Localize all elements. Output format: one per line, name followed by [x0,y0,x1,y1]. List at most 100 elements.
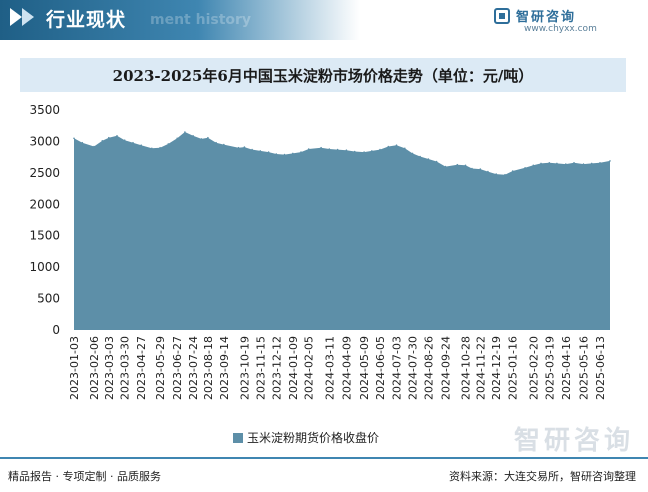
data-point [283,153,286,156]
y-tick-label: 3500 [29,103,60,117]
data-point [259,150,262,152]
data-point [353,150,356,153]
footer-source: 资料来源：大连交易所，智研咨询整理 [449,470,636,483]
x-tick-label: 2024-10-28 [460,336,473,400]
header-ghost-text: ment history [150,12,252,28]
data-point [590,162,593,165]
data-point [300,151,302,153]
data-point [243,146,246,148]
data-point [427,158,430,160]
data-point [464,164,467,167]
data-point [411,152,414,155]
x-tick-label: 2023-09-14 [218,336,231,400]
x-axis: 2023-01-03 2023-02-06 2023-03-03 2023-03-30… [68,336,607,400]
data-point [132,141,134,144]
data-point [237,146,240,149]
chart-title: 2023-2025年6月中国玉米淀粉市场价格走势（单位：元/吨） [112,67,534,85]
data-point [167,143,170,145]
x-tick-label: 2023-11-15 [254,336,267,400]
y-tick-label: 3000 [29,134,60,148]
x-tick-label: 2023-02-06 [88,336,101,400]
series-area [74,132,610,330]
plot-area [73,131,611,330]
data-point [404,147,406,150]
x-tick-label: 2024-11-22 [474,336,487,400]
x-tick-label: 2023-05-29 [154,336,167,400]
data-point [487,170,489,173]
x-tick-label: 2025-04-16 [560,336,573,400]
data-point [599,162,601,164]
header-band: 行业现状 ment history 智研咨询 www.chyxx.com [0,0,648,40]
x-tick-label: 2024-03-11 [323,336,336,400]
x-tick-label: 2023-04-27 [135,336,148,400]
x-tick-label: 2024-08-26 [422,336,435,400]
data-point [524,167,526,169]
brand-logo: 智研咨询 www.chyxx.com [494,6,634,38]
y-tick-label: 2500 [29,166,60,180]
x-tick-label: 2024-07-30 [407,336,420,400]
data-point [371,150,373,152]
data-point [582,163,585,165]
legend: 玉米淀粉期货价格收盘价 [233,430,379,445]
data-point [207,136,209,139]
chevron-right-icon [10,8,22,26]
x-tick-label: 2024-07-03 [391,336,404,400]
data-point [159,146,161,149]
x-tick-label: 2023-03-03 [103,336,116,400]
data-point [504,173,506,176]
logo-url: www.chyxx.com [524,24,597,34]
data-point [336,148,339,151]
data-point [540,162,542,165]
x-tick-label: 2024-02-05 [303,336,316,400]
data-point [456,163,459,166]
watermark: 智研咨询 [513,426,634,456]
chevron-right-icon [22,8,34,26]
y-tick-label: 500 [37,292,60,306]
section-title: 行业现状 [46,9,127,31]
data-point [292,152,294,155]
header-title-bar: 行业现状 ment history [0,0,360,40]
x-tick-label: 2023-10-19 [238,336,251,400]
x-tick-label: 2025-02-20 [527,336,540,400]
data-point [275,153,278,155]
data-point [215,141,217,144]
y-tick-label: 0 [52,323,60,337]
y-axis: 0 500 1000 1500 2000 2500 3000 3500 [29,103,60,337]
data-point [223,143,225,146]
data-point [548,162,551,164]
footer-divider [0,457,648,459]
x-tick-label: 2023-01-03 [68,336,81,400]
data-point [93,145,95,148]
logo-name: 智研咨询 [516,10,577,25]
x-tick-label: 2025-05-16 [578,336,591,400]
x-tick-label: 2024-06-05 [374,336,387,400]
data-point [251,148,253,151]
data-point [307,148,310,150]
data-point [435,160,438,163]
x-tick-label: 2024-09-24 [440,336,453,400]
data-point [556,162,558,165]
y-tick-label: 1000 [29,260,60,274]
data-point [345,149,348,151]
y-tick-label: 2000 [29,197,60,211]
data-point [73,137,75,140]
data-point [184,131,186,133]
x-tick-label: 2023-03-30 [119,336,132,400]
data-point [609,160,611,162]
x-tick-label: 2023-07-24 [187,336,200,400]
data-point [108,136,110,139]
data-point [328,148,331,150]
legend-label: 玉米淀粉期货价格收盘价 [247,430,379,445]
x-tick-label: 2024-04-09 [340,336,353,400]
x-tick-label: 2024-12-19 [490,336,503,400]
footer-slogan: 精品报告 · 专项定制 · 品质服务 [8,470,161,483]
legend-swatch [233,433,243,443]
data-point [565,163,567,165]
x-tick-label: 2023-12-12 [270,336,283,400]
data-point [573,162,575,164]
data-point [395,144,398,146]
data-point [151,147,153,150]
data-point [471,167,473,170]
data-point [495,173,498,175]
